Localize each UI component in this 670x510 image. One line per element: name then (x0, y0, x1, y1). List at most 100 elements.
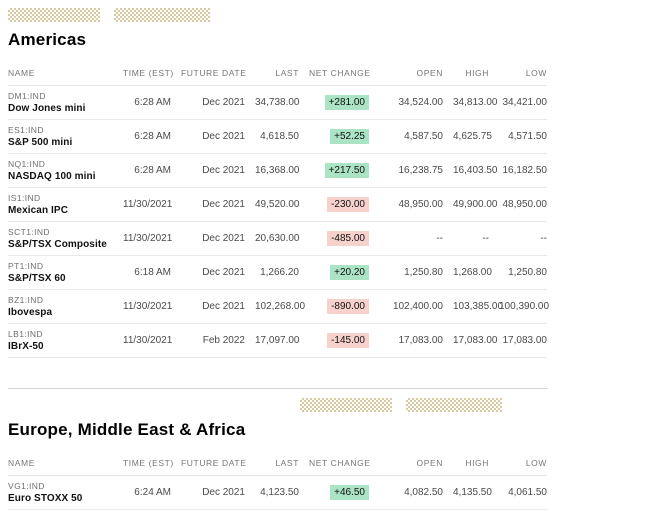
future-date-cell: Dec 2021 (171, 255, 245, 290)
net-change-badge: -485.00 (327, 231, 369, 246)
market-section: Europe, Middle East & Africa NAME TIME (E… (8, 388, 548, 510)
halftone-pattern (406, 398, 502, 412)
futures-table: NAME TIME (EST) FUTURE DATE LAST NET CHANGE O… (8, 452, 547, 510)
instrument-name: S&P/TSX 60 (8, 273, 66, 284)
table-row: VG1:IND Euro STOXX 50 6:24 AM Dec 2021 4… (8, 475, 547, 510)
future-date-cell: Dec 2021 (171, 153, 245, 188)
open-cell: 1,250.80 (369, 255, 443, 290)
low-cell: 4,571.50 (489, 119, 547, 154)
column-header: LAST (245, 452, 299, 476)
low-cell: 34,421.00 (489, 85, 547, 120)
instrument-name: Mexican IPC (8, 205, 69, 216)
open-cell: 17,083.00 (369, 323, 443, 358)
sections-container: Americas NAME TIME (EST) FUTURE DATE LAST NE… (8, 8, 549, 510)
instrument-name: S&P 500 mini (8, 137, 73, 148)
open-cell: 16,238.75 (369, 153, 443, 188)
futures-table: NAME TIME (EST) FUTURE DATE LAST NET CHANGE O… (8, 62, 549, 358)
name-cell: VG1:IND Euro STOXX 50 (8, 475, 113, 510)
high-cell: 4,625.75 (443, 119, 492, 154)
open-cell: 4,587.50 (369, 119, 443, 154)
table-header-row: NAME TIME (EST) FUTURE DATE LAST NET CHANGE O… (8, 62, 547, 86)
table-row: DM1:IND Dow Jones mini 6:28 AM Dec 2021 … (8, 85, 547, 120)
low-cell: 17,083.00 (489, 323, 547, 358)
column-header: LOW (489, 452, 547, 476)
halftone-pattern (114, 8, 210, 22)
net-change-cell: +281.00 (299, 85, 369, 120)
instrument-name: S&P/TSX Composite (8, 239, 107, 250)
ticker-link[interactable]: DM1:IND (8, 91, 46, 101)
last-cell: 4,123.50 (245, 475, 299, 510)
last-cell: 4,618.50 (245, 119, 299, 154)
low-cell: 4,061.50 (489, 475, 547, 510)
time-cell: 11/30/2021 (113, 187, 172, 222)
time-cell: 6:28 AM (113, 119, 171, 154)
high-cell: -- (443, 221, 489, 256)
high-cell: 49,900.00 (443, 187, 498, 222)
halftone-pattern (8, 8, 100, 22)
net-change-cell: -485.00 (299, 221, 369, 256)
name-cell: SCT1:IND S&P/TSX Composite (8, 221, 113, 256)
ticker-link[interactable]: NQ1:IND (8, 159, 46, 169)
halftone-pattern (300, 398, 392, 412)
last-cell: 16,368.00 (245, 153, 300, 188)
net-change-cell: +217.50 (299, 153, 369, 188)
time-cell: 11/30/2021 (113, 289, 172, 324)
column-header: LOW (489, 62, 547, 86)
ticker-link[interactable]: VG1:IND (8, 481, 45, 491)
open-cell: 48,950.00 (369, 187, 443, 222)
section-title: Europe, Middle East & Africa (8, 420, 246, 439)
table-row: NQ1:IND NASDAQ 100 mini 6:28 AM Dec 2021… (8, 153, 547, 188)
ticker-link[interactable]: ES1:IND (8, 125, 44, 135)
net-change-cell: -890.00 (299, 289, 369, 324)
net-change-badge: -145.00 (327, 333, 369, 348)
ticker-link[interactable]: LB1:IND (8, 329, 43, 339)
name-cell: DM1:IND Dow Jones mini (8, 85, 113, 120)
net-change-badge: +52.25 (330, 129, 369, 144)
table-row: BZ1:IND Ibovespa 11/30/2021 Dec 2021 102… (8, 289, 549, 324)
table-row: SCT1:IND S&P/TSX Composite 11/30/2021 De… (8, 221, 547, 256)
open-cell: 4,082.50 (369, 475, 443, 510)
instrument-name: IBrX-50 (8, 341, 44, 352)
open-cell: 102,400.00 (369, 289, 443, 324)
high-cell: 1,268.00 (443, 255, 492, 290)
future-date-cell: Dec 2021 (171, 187, 245, 222)
net-change-badge: +281.00 (324, 95, 369, 110)
future-date-cell: Dec 2021 (171, 289, 245, 324)
last-cell: 49,520.00 (245, 187, 300, 222)
table-header-row: NAME TIME (EST) FUTURE DATE LAST NET CHANGE O… (8, 452, 547, 476)
instrument-name: NASDAQ 100 mini (8, 171, 96, 182)
instrument-name: Euro STOXX 50 (8, 493, 83, 504)
column-header: TIME (EST) (113, 62, 173, 86)
futures-page: Americas NAME TIME (EST) FUTURE DATE LAST NE… (8, 8, 549, 510)
table-row: IS1:IND Mexican IPC 11/30/2021 Dec 2021 … (8, 187, 547, 222)
low-cell: 1,250.80 (489, 255, 547, 290)
last-cell: 102,268.00 (245, 289, 305, 324)
open-cell: -- (369, 221, 443, 256)
name-cell: BZ1:IND Ibovespa (8, 289, 113, 324)
low-cell: 100,390.00 (489, 289, 549, 324)
ticker-link[interactable]: SCT1:IND (8, 227, 50, 237)
ticker-link[interactable]: IS1:IND (8, 193, 41, 203)
column-header: OPEN (369, 452, 443, 476)
instrument-name: Ibovespa (8, 307, 53, 318)
net-change-badge: -230.00 (327, 197, 369, 212)
column-header: FUTURE DATE (171, 452, 246, 476)
instrument-name: Dow Jones mini (8, 103, 86, 114)
time-cell: 6:18 AM (113, 255, 171, 290)
last-cell: 17,097.00 (245, 323, 300, 358)
table-row: PT1:IND S&P/TSX 60 6:18 AM Dec 2021 1,26… (8, 255, 547, 290)
column-header: HIGH (443, 452, 489, 476)
name-cell: LB1:IND IBrX-50 (8, 323, 113, 358)
ticker-link[interactable]: BZ1:IND (8, 295, 44, 305)
ticker-link[interactable]: PT1:IND (8, 261, 44, 271)
section-title: Americas (8, 30, 87, 49)
net-change-cell: +46.50 (299, 475, 369, 510)
name-cell: NQ1:IND NASDAQ 100 mini (8, 153, 113, 188)
future-date-cell: Dec 2021 (171, 475, 245, 510)
name-cell: ES1:IND S&P 500 mini (8, 119, 113, 154)
net-change-cell: +52.25 (299, 119, 369, 154)
net-change-cell: -145.00 (299, 323, 369, 358)
column-header: NAME (8, 62, 113, 86)
future-date-cell: Dec 2021 (171, 221, 245, 256)
column-header: NET CHANGE (299, 62, 370, 86)
